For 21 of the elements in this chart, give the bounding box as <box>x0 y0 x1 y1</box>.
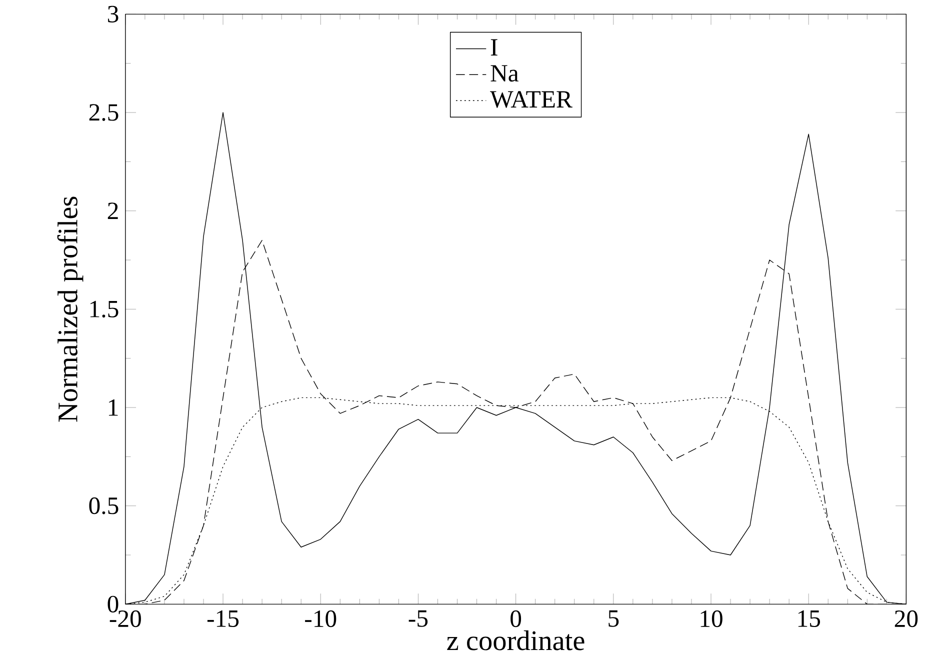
x-tick-label: 15 <box>798 610 820 628</box>
x-tick-label: -15 <box>207 610 239 628</box>
y-tick-label: 1 <box>108 399 118 416</box>
x-tick-label: 5 <box>608 610 619 627</box>
legend-label: I <box>490 39 498 56</box>
x-tick-label: 0 <box>510 610 522 628</box>
y-tick-label: 2 <box>108 202 118 220</box>
x-tick-label: -5 <box>408 610 428 627</box>
x-axis-title: z coordinate <box>447 630 584 650</box>
x-tick-label: 10 <box>700 610 722 628</box>
x-tick-label: -10 <box>305 610 336 628</box>
legend-label: WATER <box>490 91 572 108</box>
x-tick-label: -20 <box>110 610 141 628</box>
y-tick-label: 1.5 <box>90 300 118 318</box>
x-tick-label: 20 <box>894 610 918 628</box>
y-tick-label: 3 <box>108 6 118 23</box>
legend-label: Na <box>490 65 519 82</box>
y-tick-label: 0 <box>108 596 118 613</box>
y-tick-label: 0.5 <box>89 498 118 514</box>
y-tick-label: 2.5 <box>89 104 118 121</box>
y-axis-title: Normalized profiles <box>57 196 84 422</box>
